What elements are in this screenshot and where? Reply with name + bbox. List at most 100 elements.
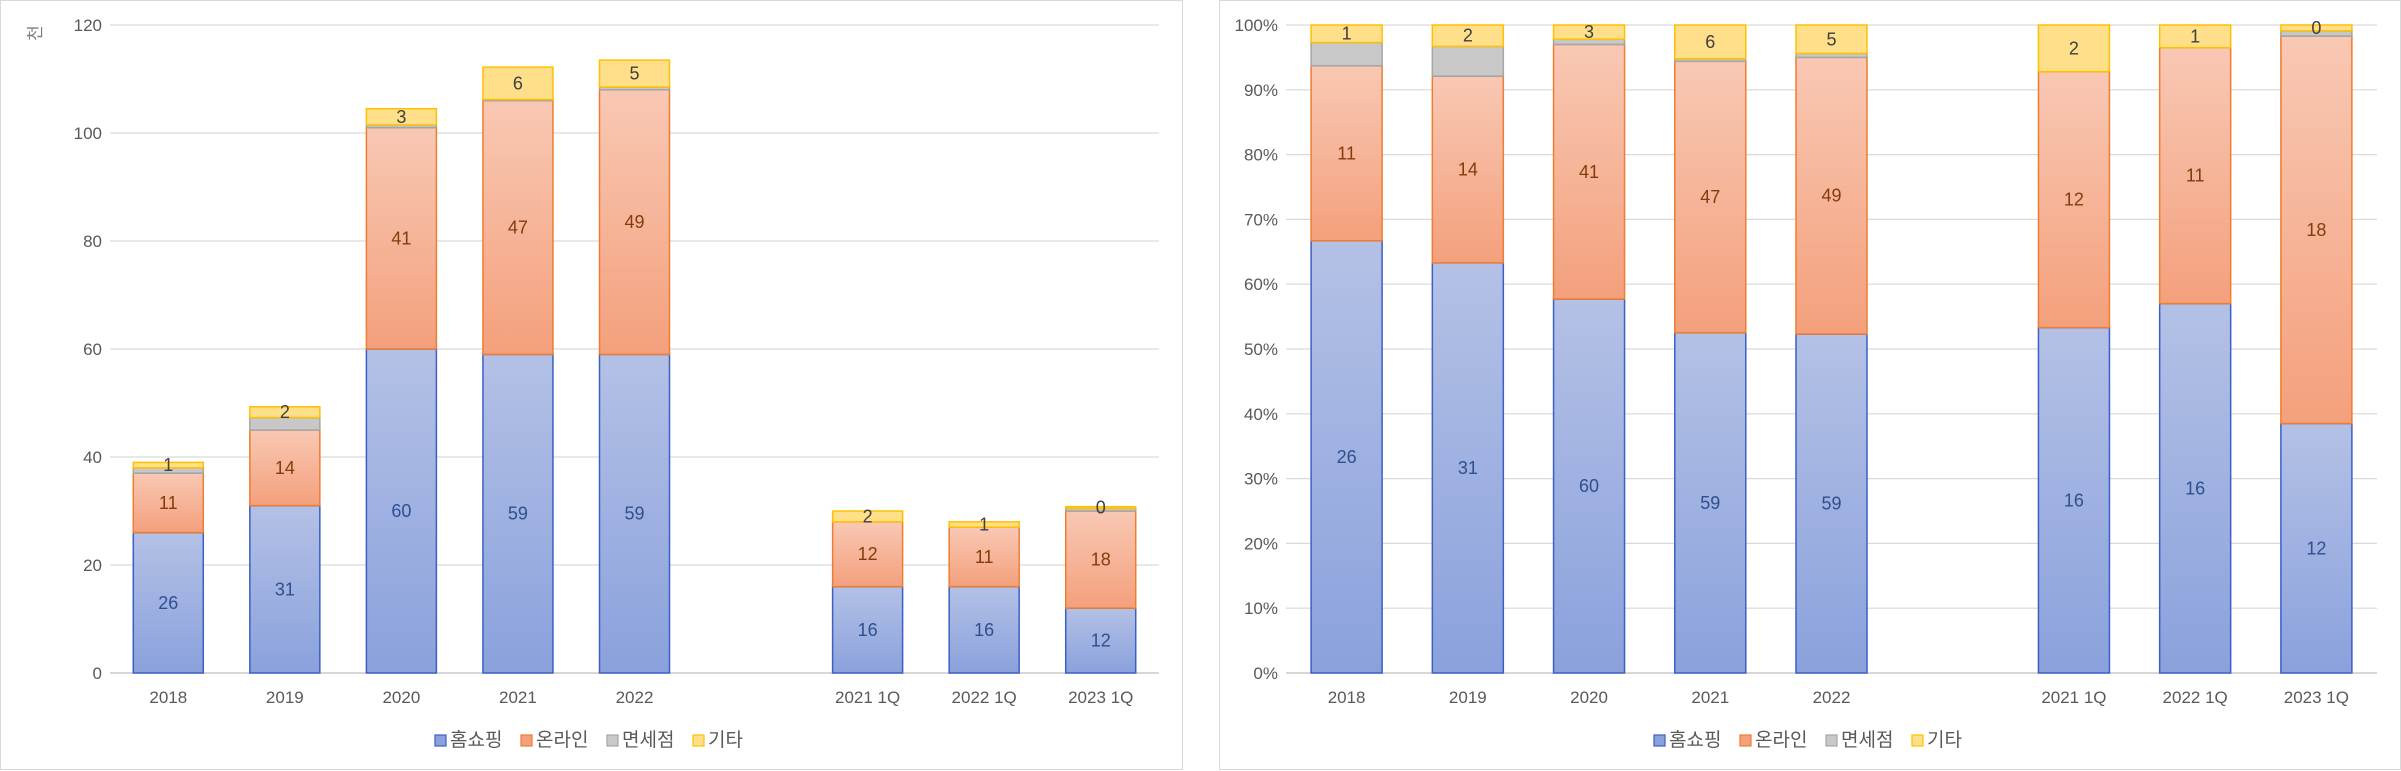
data-label-homeshopping: 59 [624,504,644,524]
data-label-online: 12 [858,544,878,564]
bar-etc-abs [132,461,205,469]
chart-panel-percent: 0% 10% 20% 30% 40% 50% 60% 70% 80% 90% 100% 2018 26 1… [1219,0,2401,770]
bar-online-abs [482,99,554,356]
data-label-etc: 1 [1342,24,1352,44]
x-tick-label: 2021 [1691,688,1729,707]
data-label-homeshopping: 16 [2064,490,2084,510]
x-tick-label: 2023 1Q [2284,688,2349,707]
bar-online-abs [365,126,438,350]
bar-homeshopping-pct [1552,298,1626,674]
data-label-online: 11 [1337,143,1356,163]
bar-dutyfree-pct [1431,45,1505,77]
data-label-homeshopping: 12 [1091,631,1111,651]
data-label-etc: 3 [1584,22,1594,42]
bar-online-pct [1795,56,1868,335]
y-tick-label: 100 [74,124,102,143]
y-unit-label: 천 [26,25,46,41]
data-label-online: 49 [1821,186,1841,206]
bar-etc-pct [1674,24,1747,60]
bar-etc-abs [1064,505,1137,510]
data-label-etc: 2 [2069,38,2079,58]
data-label-online: 47 [1700,187,1720,207]
legend-swatch-homeshopping [1653,734,1666,747]
bar-etc-abs [482,66,554,101]
x-tick-label: 2020 [1570,688,1608,707]
y-tick-label: 80% [1244,146,1278,165]
data-label-online: 18 [1091,550,1111,570]
data-label-online: 11 [975,547,994,567]
data-label-homeshopping: 60 [1579,476,1599,496]
bar-online-abs [249,429,321,507]
bar-etc-pct [1431,24,1505,48]
y-tick-label: 60% [1244,275,1278,294]
data-label-homeshopping: 59 [1700,493,1720,513]
y-tick-label: 20 [83,556,102,575]
data-label-etc: 2 [280,402,290,422]
data-label-etc: 1 [2190,26,2200,46]
x-tick-label: 2018 [1328,688,1366,707]
bar-dutyfree-pct [1310,41,1383,67]
x-tick-label: 2019 [1449,688,1487,707]
data-label-etc: 6 [513,73,523,93]
data-label-etc: 2 [1463,26,1473,46]
data-label-homeshopping: 16 [2185,478,2205,498]
x-tick-label: 2023 1Q [1068,688,1133,707]
data-label-homeshopping: 26 [158,593,178,613]
y-tick-label: 80 [83,232,102,251]
bar-homeshopping-abs [1064,607,1137,674]
legend-label-online: 온라인 [1755,729,1807,751]
data-label-online: 18 [2306,220,2326,240]
bar-online-abs [831,521,904,588]
data-label-homeshopping: 60 [391,501,411,521]
bar-online-pct [2158,46,2232,305]
bar-etc-abs [948,521,1020,528]
data-label-online: 47 [508,218,528,238]
legend-label-dutyfree: 면세점 [622,729,674,751]
data-label-online: 14 [275,458,295,478]
x-tick-label: 2018 [149,688,187,707]
legend-swatch-online [520,734,533,747]
y-tick-label: 120 [74,16,102,35]
bar-online-pct [1674,60,1747,334]
stacked-bar-chart-percent: 0%10%20%30%40%50%60%70%80%90%100%2018261… [1235,16,2377,751]
legend-swatch-dutyfree [606,734,619,747]
legend-label-etc: 기타 [708,729,743,751]
bar-online-pct [1552,43,1626,300]
bar-online-pct [2037,70,2111,329]
data-label-homeshopping: 16 [974,620,994,640]
y-tick-label: 90% [1244,81,1278,100]
data-label-homeshopping: 31 [275,579,295,599]
legend-swatch-online [1739,734,1752,747]
x-tick-label: 2021 1Q [2041,688,2106,707]
y-tick-label: 40% [1244,405,1278,424]
x-tick-label: 2020 [382,688,420,707]
bar-homeshopping-pct [2037,326,2111,674]
x-tick-label: 2022 1Q [2163,688,2228,707]
data-label-etc: 3 [396,107,406,127]
bar-etc-pct [2280,24,2353,32]
bar-homeshopping-pct [1795,333,1868,674]
data-label-etc: 1 [163,455,173,475]
y-tick-label: 0% [1253,664,1278,683]
bar-etc-pct [1795,24,1868,55]
bar-etc-pct [1310,24,1383,44]
stacked-bar-chart-absolute: 020406080100120천201826111201931142202060… [26,16,1159,751]
data-label-etc: 0 [1096,497,1106,517]
data-label-etc: 5 [629,64,639,84]
bar-etc-abs [831,510,904,523]
bar-online-pct [1310,65,1383,242]
data-label-etc: 1 [979,515,989,535]
bar-online-pct [2280,35,2353,425]
y-tick-label: 0 [93,664,102,683]
bar-etc-pct [1552,24,1626,41]
bar-online-abs [598,89,671,356]
legend-swatch-etc [1911,734,1924,747]
legend-label-homeshopping: 홈쇼핑 [450,729,502,751]
chart-panel-absolute: 0 20 40 60 80 100 120 천 2018 26 11 1 2019 31 14 2 2020 60… [0,0,1183,770]
x-tick-label: 2019 [266,688,304,707]
data-label-homeshopping: 16 [858,620,878,640]
x-tick-label: 2022 1Q [952,688,1017,707]
data-label-etc: 0 [2311,18,2321,38]
legend-label-homeshopping: 홈쇼핑 [1669,729,1721,751]
data-label-online: 11 [2186,166,2205,186]
